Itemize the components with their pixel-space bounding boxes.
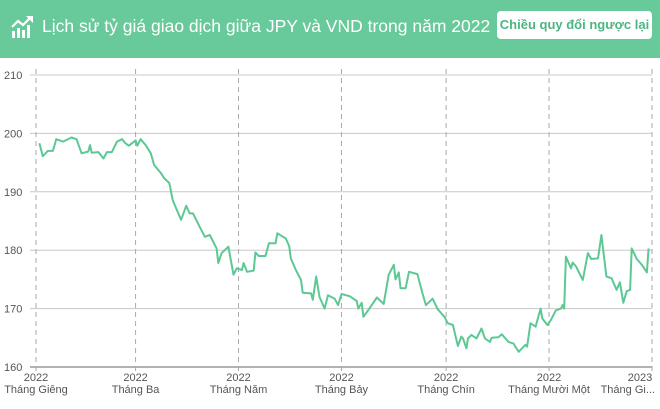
y-tick-label: 170 (4, 304, 22, 316)
x-tick-month: Tháng Năm (210, 384, 267, 396)
page-title: Lịch sử tỷ giá giao dịch giữa JPY và VND… (42, 16, 491, 36)
y-tick-label: 180 (4, 245, 22, 257)
y-tick-label: 160 (4, 362, 22, 374)
x-tick-year: 2022 (123, 372, 147, 384)
y-tick-label: 190 (4, 187, 22, 199)
x-tick-year: 2023 (628, 372, 652, 384)
x-tick-year: 2022 (434, 372, 458, 384)
reverse-conversion-button[interactable]: Chiều quy đổi ngược lại (497, 11, 652, 39)
x-tick-month: Tháng Gi... (601, 384, 655, 396)
exchange-rate-chart: 160 170 180 190 200 210 2022 Tháng Giêng 2022 Thá… (0, 58, 660, 404)
y-tick-label: 210 (4, 70, 22, 82)
y-tick-label: 200 (4, 128, 22, 140)
chart-header: Lịch sử tỷ giá giao dịch giữa JPY và VND… (0, 0, 660, 58)
x-tick-year: 2022 (329, 372, 353, 384)
x-tick-month: Tháng Chín (417, 384, 474, 396)
x-tick-month: Tháng Bảy (315, 384, 369, 396)
x-tick-year: 2022 (226, 372, 250, 384)
x-tick-year: 2022 (537, 372, 561, 384)
chart-trend-up-icon (11, 16, 33, 38)
series-line-jpy-vnd (38, 136, 650, 353)
x-tick-month: Tháng Mười Một (508, 384, 590, 396)
x-tick-month: Tháng Giêng (4, 384, 68, 396)
x-tick-year: 2022 (24, 372, 48, 384)
x-tick-month: Tháng Ba (112, 384, 161, 396)
